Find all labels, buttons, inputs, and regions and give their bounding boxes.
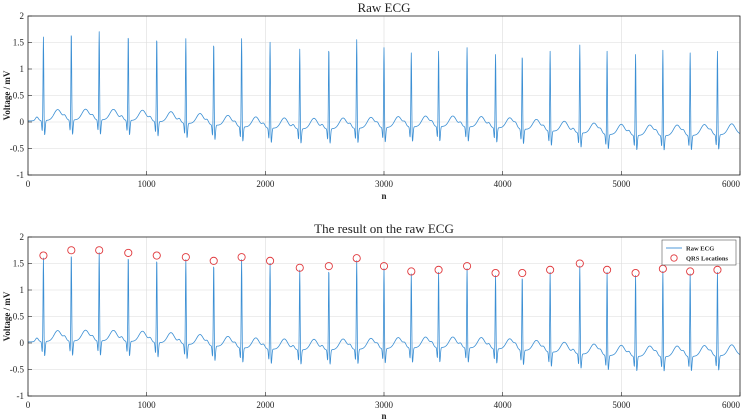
qrs-marker [237,253,246,262]
chart-title: Raw ECG [357,0,410,15]
qrs-marker [686,267,695,276]
y-tick-label: 0.5 [13,91,25,101]
x-tick-label: 2000 [256,400,275,410]
x-tick-label: 3000 [375,179,394,189]
x-tick-label: 6000 [722,400,741,410]
y-tick-label: 0.5 [13,312,25,322]
qrs-marker [295,263,304,272]
x-tick-label: 0 [26,179,31,189]
y-tick-label: 2 [20,232,25,242]
x-tick-label: 2000 [256,179,275,189]
x-axis-label: n [381,191,386,201]
qrs-marker [434,265,443,274]
legend-label-qrs-locations: QRS Locations [686,256,729,263]
legend-label-raw-ecg: Raw ECG [686,246,714,253]
x-tick-label: 6000 [722,179,741,189]
qrs-marker [407,267,416,276]
x-tick-label: 1000 [138,179,157,189]
x-axis-label: n [381,411,386,420]
qrs-marker [518,268,527,278]
y-tick-label: 1 [20,285,25,295]
legend-marker-swatch [670,254,678,262]
y-tick-label: 2 [20,11,25,21]
qrs-marker [39,251,48,260]
x-tick-label: 4000 [494,400,513,410]
qrs-marker [352,254,361,263]
x-tick-label: 0 [26,400,31,410]
x-tick-label: 3000 [375,400,394,410]
chart-title: The result on the raw ECG [314,221,454,236]
raw-ecg-line [27,252,741,372]
x-tick-label: 1000 [138,400,157,410]
qrs-marker [152,251,161,260]
qrs-marker [631,268,640,278]
y-tick-label: 1.5 [13,259,25,269]
legend: Raw ECG QRS Locations [661,239,737,266]
y-axis-label: Voltage / mV [2,291,12,341]
qrs-marker [181,253,190,262]
qrs-marker [575,259,584,268]
y-tick-label: 0 [20,338,25,348]
qrs-marker [95,246,104,255]
x-tick-label: 5000 [612,179,631,189]
raw-ecg-line [27,31,741,151]
qrs-marker [324,262,333,271]
qrs-result-plot: 0 1000 2000 3000 4000 5000 6000 -1 -0.5 0 0.5 1 1.5 2… [2,221,741,420]
qrs-marker [491,268,500,278]
qrs-marker [266,256,275,265]
x-tick-label: 5000 [612,400,631,410]
qrs-marker [124,248,133,257]
qrs-marker [603,265,612,274]
y-tick-label: -0.5 [10,144,25,154]
qrs-marker [463,262,472,271]
qrs-marker [546,265,555,274]
raw-ecg-plot: 0 1000 2000 3000 4000 5000 6000 -1 -0.5 0 0.5 1 1.5 2… [2,0,741,201]
qrs-marker [379,262,389,271]
x-tick-label: 4000 [494,179,513,189]
y-tick-label: 0 [20,117,25,127]
y-tick-label: -0.5 [10,365,25,375]
qrs-marker [713,265,722,274]
y-tick-label: 1.5 [13,38,25,48]
qrs-marker [67,246,76,255]
qrs-marker [209,256,218,265]
y-tick-label: -1 [17,170,25,180]
y-axis-label: Voltage / mV [2,70,12,120]
y-tick-label: -1 [17,391,25,401]
y-tick-label: 1 [20,64,25,74]
